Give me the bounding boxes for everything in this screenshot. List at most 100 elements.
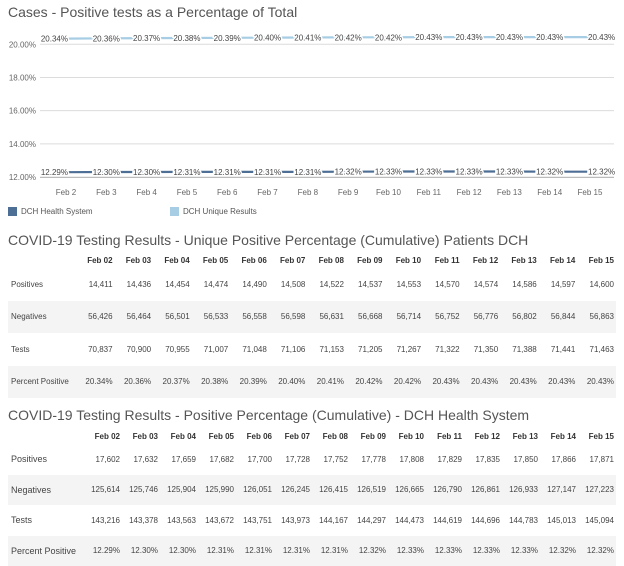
table-cell: 12.30%: [160, 536, 198, 566]
x-tick-label: Feb 3: [96, 188, 117, 197]
table-cell: 12.32%: [578, 536, 616, 566]
column-header: Feb 08: [307, 252, 346, 268]
data-label-dch-unique-results: 20.42%: [335, 33, 362, 42]
table-cell: 71,007: [192, 333, 231, 366]
x-tick-label: Feb 8: [298, 188, 319, 197]
table-cell: 126,933: [502, 475, 540, 506]
table-cell: 144,696: [464, 505, 502, 536]
legend-swatch-dch-health-system: [8, 207, 17, 216]
table-cell: 71,106: [269, 333, 308, 366]
table-cell: 145,094: [578, 505, 616, 536]
table-cell: 14,553: [385, 268, 424, 301]
table-cell: 71,350: [462, 333, 501, 366]
data-label-dch-unique-results: 20.38%: [173, 34, 200, 43]
table-cell: 14,597: [539, 268, 578, 301]
table-cell: 14,570: [423, 268, 462, 301]
table-cell: 126,665: [388, 475, 426, 506]
x-tick-label: Feb 13: [497, 188, 522, 197]
x-tick-label: Feb 4: [136, 188, 157, 197]
table-cell: 20.39%: [230, 366, 269, 399]
x-tick-label: Feb 15: [578, 188, 603, 197]
table-cell: 17,659: [160, 444, 198, 475]
data-label-dch-unique-results: 20.43%: [588, 33, 615, 42]
row-label: Positives: [8, 268, 76, 301]
column-header: Feb 03: [122, 428, 160, 444]
table-cell: 14,474: [192, 268, 231, 301]
table-cell: 14,522: [307, 268, 346, 301]
table1-title: COVID-19 Testing Results - Unique Positi…: [8, 232, 528, 248]
data-label-dch-health-system: 12.31%: [214, 168, 241, 177]
table-cell: 17,728: [274, 444, 312, 475]
table-cell: 144,783: [502, 505, 540, 536]
table-cell: 143,378: [122, 505, 160, 536]
table-cell: 144,167: [312, 505, 350, 536]
legend-label-dch-health-system: DCH Health System: [21, 207, 93, 216]
table-cell: 20.36%: [115, 366, 154, 399]
table-cell: 20.42%: [385, 366, 424, 399]
table-cell: 17,808: [388, 444, 426, 475]
y-tick-label: 20.00%: [9, 40, 36, 49]
table-cell: 144,297: [350, 505, 388, 536]
data-label-dch-health-system: 12.33%: [496, 168, 523, 177]
column-header: Feb 12: [462, 252, 501, 268]
column-header: Feb 02: [76, 252, 115, 268]
table-cell: 125,614: [84, 475, 122, 506]
table-cell: 70,837: [76, 333, 115, 366]
x-tick-label: Feb 9: [338, 188, 359, 197]
table-cell: 56,501: [153, 301, 192, 334]
data-label-dch-health-system: 12.32%: [536, 168, 563, 177]
table-cell: 12.33%: [388, 536, 426, 566]
column-header: Feb 10: [388, 428, 426, 444]
table-cell: 71,322: [423, 333, 462, 366]
table-cell: 71,205: [346, 333, 385, 366]
table-cell: 71,463: [577, 333, 616, 366]
table-cell: 17,871: [578, 444, 616, 475]
table-cell: 20.42%: [346, 366, 385, 399]
column-header: Feb 07: [274, 428, 312, 444]
table-cell: 71,153: [307, 333, 346, 366]
table-cell: 14,454: [153, 268, 192, 301]
table-cell: 56,752: [423, 301, 462, 334]
table-cell: 71,048: [230, 333, 269, 366]
table-cell: 12.30%: [122, 536, 160, 566]
column-header: Feb 08: [312, 428, 350, 444]
data-label-dch-unique-results: 20.43%: [496, 33, 523, 42]
table-cell: 56,714: [385, 301, 424, 334]
table-cell: 14,490: [230, 268, 269, 301]
table-cell: 17,866: [540, 444, 578, 475]
table-cell: 12.32%: [540, 536, 578, 566]
column-header: Feb 12: [464, 428, 502, 444]
column-header: Feb 04: [153, 252, 192, 268]
data-label-dch-health-system: 12.32%: [335, 168, 362, 177]
table-cell: 143,973: [274, 505, 312, 536]
table-cell: 126,861: [464, 475, 502, 506]
table-cell: 126,245: [274, 475, 312, 506]
data-label-dch-health-system: 12.33%: [456, 168, 483, 177]
table-cell: 56,631: [307, 301, 346, 334]
table-cell: 20.43%: [462, 366, 501, 399]
row-label: Negatives: [8, 475, 84, 506]
table-cell: 127,147: [540, 475, 578, 506]
table-cell: 56,802: [500, 301, 539, 334]
table-cell: 126,415: [312, 475, 350, 506]
table-cell: 12.31%: [274, 536, 312, 566]
table-cell: 14,574: [462, 268, 501, 301]
table-cell: 12.31%: [312, 536, 350, 566]
y-axis: 12.00%14.00%16.00%18.00%20.00%: [9, 40, 36, 182]
table-cell: 56,776: [462, 301, 501, 334]
table-cell: 20.43%: [539, 366, 578, 399]
table-cell: 12.33%: [464, 536, 502, 566]
row-label: Tests: [8, 505, 84, 536]
data-label-dch-health-system: 12.30%: [133, 168, 160, 177]
table-cell: 14,508: [269, 268, 308, 301]
table-cell: 126,790: [426, 475, 464, 506]
